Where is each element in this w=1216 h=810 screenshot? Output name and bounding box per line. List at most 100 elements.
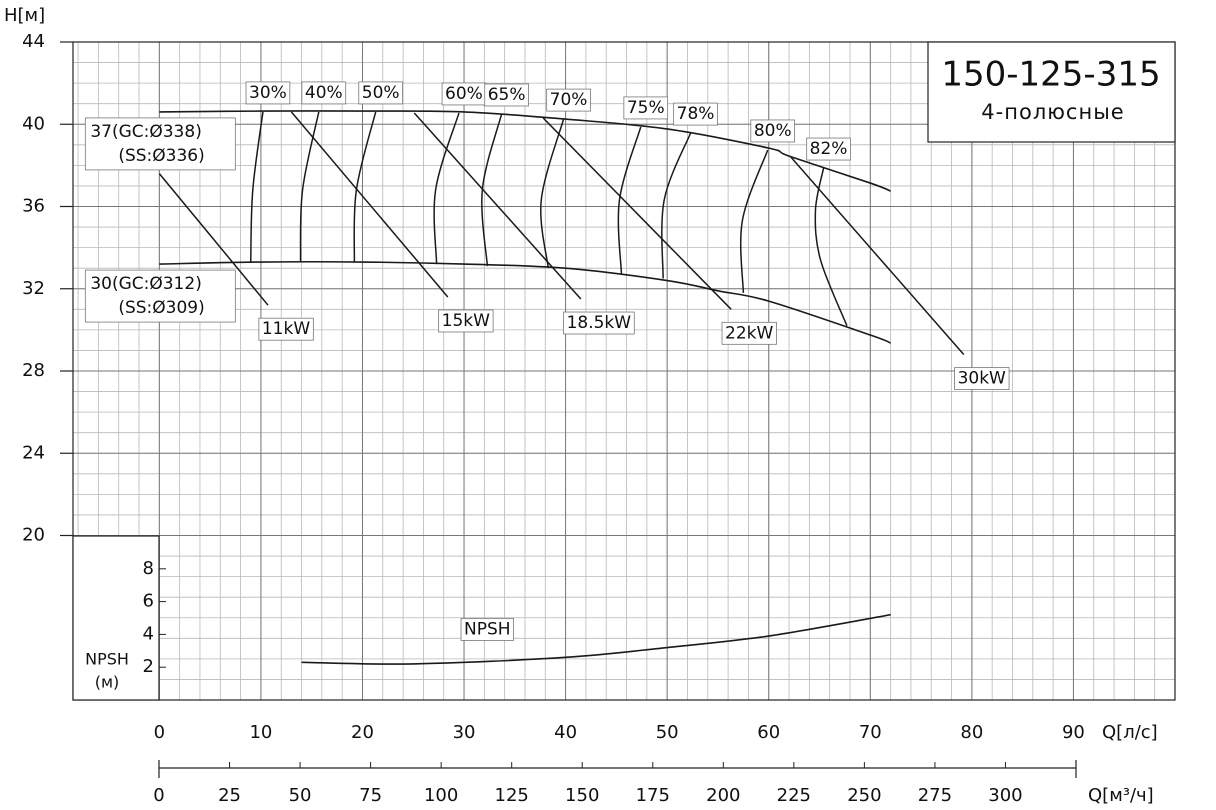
power-label-group: 22kW (721, 321, 777, 345)
power-line (290, 111, 449, 298)
efficiency-label: 70% (550, 90, 588, 110)
power-line (542, 117, 732, 310)
x-tick-label: 0 (154, 722, 165, 743)
power-line (413, 112, 582, 300)
power-label: 15kW (442, 311, 490, 331)
efficiency-curve (433, 112, 460, 265)
y-tick-label: 36 (22, 196, 45, 217)
efficiency-curve (739, 149, 769, 293)
npsh-curve-label-group: NPSH (460, 618, 514, 641)
x2-tick-label: 100 (424, 785, 458, 806)
efficiency-label-group: 40% (301, 81, 347, 105)
x2-tick-label: 75 (359, 785, 382, 806)
power-label: 11kW (262, 319, 310, 339)
power-label-box (258, 317, 314, 341)
efficiency-label-group: 70% (546, 88, 591, 112)
head-label-box (84, 117, 236, 171)
y-tick-label: 28 (22, 360, 45, 381)
efficiency-label: 40% (305, 83, 343, 103)
power-line (789, 155, 965, 356)
npsh-tick-label: 8 (143, 558, 154, 579)
head-curve (159, 110, 891, 192)
efficiency-label: 78% (677, 104, 715, 124)
efficiency-label-box (750, 119, 796, 143)
head-label: (SS:Ø309) (118, 298, 204, 318)
x-tick-label: 10 (249, 722, 272, 743)
efficiency-label-group: 65% (484, 83, 529, 107)
efficiency-label: 75% (627, 98, 665, 118)
npsh-axis-unit: (м) (95, 673, 120, 692)
efficiency-label-group: 80% (750, 119, 796, 143)
power-label-box (563, 311, 635, 335)
power-label-box (954, 367, 1010, 390)
head-label: (SS:Ø336) (118, 146, 204, 166)
x2-tick-label: 225 (777, 785, 811, 806)
efficiency-label-group: 82% (806, 137, 851, 161)
npsh-curve-label-box (460, 618, 514, 641)
efficiency-curve (249, 111, 264, 263)
chart-subtitle: 4-полюсные (981, 100, 1124, 124)
x2-tick-label: 50 (289, 785, 312, 806)
x2-tick-label: 175 (636, 785, 670, 806)
x-tick-label: 90 (1062, 722, 1085, 743)
x2-tick-label: 275 (918, 785, 952, 806)
chart-title: 150-125-315 (941, 55, 1160, 95)
y-tick-label: 44 (22, 31, 45, 52)
npsh-axis-label: NPSH (85, 650, 129, 669)
efficiency-curve (814, 167, 848, 327)
power-label: 18.5kW (567, 313, 632, 333)
x-tick-label: 80 (960, 722, 983, 743)
power-line (158, 173, 269, 306)
efficiency-label: 50% (362, 83, 400, 103)
head-curve (159, 260, 891, 344)
y-tick-label: 20 (22, 525, 45, 546)
x2-tick-label: 300 (988, 785, 1022, 806)
power-label-group: 11kW (258, 317, 314, 341)
npsh-tick-label: 4 (143, 623, 154, 644)
efficiency-curve (617, 126, 642, 275)
npsh-curve (301, 613, 891, 665)
efficiency-label-box (484, 83, 529, 107)
efficiency-label-box (245, 81, 291, 105)
power-label: 22kW (725, 323, 773, 343)
y-tick-label: 40 (22, 113, 45, 134)
efficiency-label-group: 75% (623, 96, 669, 120)
x-tick-label: 20 (351, 722, 374, 743)
x-tick-label: 30 (453, 722, 476, 743)
power-label-group: 30kW (954, 367, 1010, 390)
head-label-box (84, 269, 236, 323)
efficiency-curve (661, 132, 692, 279)
power-label-box (721, 321, 777, 345)
efficiency-label-group: 50% (358, 81, 403, 105)
marks (158, 110, 965, 665)
head-label-group: 30(GC:Ø312) (SS:Ø309) (84, 269, 236, 323)
efficiency-label: 60% (445, 84, 483, 104)
x2-axis-label: Q[м³/ч] (1088, 785, 1154, 806)
x-tick-label: 40 (554, 722, 577, 743)
head-label: 37(GC:Ø338) (90, 122, 201, 142)
x-tick-label: 70 (859, 722, 882, 743)
efficiency-label-box (623, 96, 669, 120)
x2-tick-label: 0 (153, 785, 164, 806)
efficiency-label-box (806, 137, 851, 161)
efficiency-label-group: 30% (245, 81, 291, 105)
efficiency-label-box (673, 102, 718, 126)
x2-tick-label: 125 (495, 785, 529, 806)
power-label: 30kW (958, 369, 1006, 389)
npsh-curve-label: NPSH (464, 619, 511, 639)
x2-tick-label: 25 (218, 785, 241, 806)
efficiency-label: 82% (810, 139, 848, 159)
x2-tick-label: 250 (847, 785, 881, 806)
x-tick-label: 60 (757, 722, 780, 743)
power-label-group: 15kW (438, 309, 494, 333)
efficiency-label: 65% (488, 85, 526, 105)
x-tick-label: 50 (656, 722, 679, 743)
efficiency-label-box (358, 81, 403, 105)
x2-tick-label: 200 (706, 785, 740, 806)
y-tick-label: 24 (22, 442, 45, 463)
efficiency-label: 30% (249, 83, 287, 103)
power-label-group: 18.5kW (563, 311, 635, 335)
efficiency-curve (353, 111, 377, 263)
